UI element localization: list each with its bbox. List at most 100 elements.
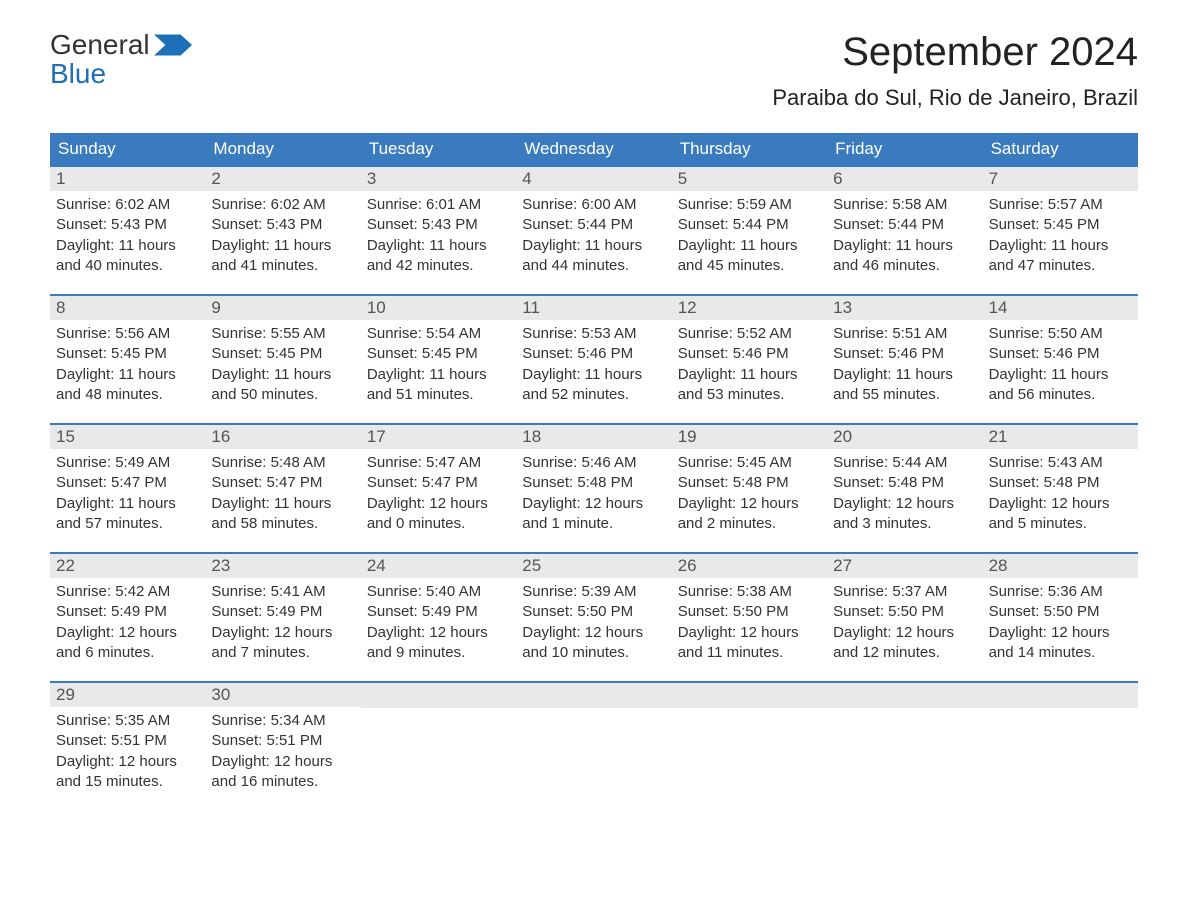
day-cell: 5Sunrise: 5:59 AMSunset: 5:44 PMDaylight… bbox=[672, 165, 827, 276]
daylight-line-2: and 0 minutes. bbox=[367, 514, 510, 534]
daylight-line-2: and 56 minutes. bbox=[989, 385, 1132, 405]
daylight-line-1: Daylight: 11 hours bbox=[833, 236, 976, 256]
daylight-line-1: Daylight: 12 hours bbox=[989, 623, 1132, 643]
empty-day-cell bbox=[827, 681, 982, 792]
day-body: Sunrise: 5:44 AMSunset: 5:48 PMDaylight:… bbox=[827, 449, 982, 534]
day-cell: 22Sunrise: 5:42 AMSunset: 5:49 PMDayligh… bbox=[50, 552, 205, 663]
day-body: Sunrise: 5:56 AMSunset: 5:45 PMDaylight:… bbox=[50, 320, 205, 405]
daylight-line-1: Daylight: 12 hours bbox=[367, 494, 510, 514]
daylight-line-1: Daylight: 12 hours bbox=[678, 623, 821, 643]
sunset-text: Sunset: 5:45 PM bbox=[367, 344, 510, 364]
logo: General Blue bbox=[50, 30, 192, 89]
calendar: SundayMondayTuesdayWednesdayThursdayFrid… bbox=[50, 133, 1138, 792]
daylight-line-1: Daylight: 11 hours bbox=[989, 365, 1132, 385]
day-number: 3 bbox=[361, 167, 516, 191]
month-title: September 2024 bbox=[772, 30, 1138, 75]
daylight-line-2: and 46 minutes. bbox=[833, 256, 976, 276]
day-body: Sunrise: 6:02 AMSunset: 5:43 PMDaylight:… bbox=[50, 191, 205, 276]
day-cell: 10Sunrise: 5:54 AMSunset: 5:45 PMDayligh… bbox=[361, 294, 516, 405]
day-body: Sunrise: 5:41 AMSunset: 5:49 PMDaylight:… bbox=[205, 578, 360, 663]
sunrise-text: Sunrise: 5:44 AM bbox=[833, 453, 976, 473]
daylight-line-2: and 50 minutes. bbox=[211, 385, 354, 405]
sunrise-text: Sunrise: 5:47 AM bbox=[367, 453, 510, 473]
day-number-empty bbox=[672, 683, 827, 708]
day-body: Sunrise: 5:49 AMSunset: 5:47 PMDaylight:… bbox=[50, 449, 205, 534]
day-body: Sunrise: 5:40 AMSunset: 5:49 PMDaylight:… bbox=[361, 578, 516, 663]
day-number: 27 bbox=[827, 554, 982, 578]
day-cell: 6Sunrise: 5:58 AMSunset: 5:44 PMDaylight… bbox=[827, 165, 982, 276]
day-body: Sunrise: 5:37 AMSunset: 5:50 PMDaylight:… bbox=[827, 578, 982, 663]
sunset-text: Sunset: 5:46 PM bbox=[678, 344, 821, 364]
daylight-line-1: Daylight: 11 hours bbox=[211, 365, 354, 385]
daylight-line-1: Daylight: 11 hours bbox=[678, 236, 821, 256]
daylight-line-1: Daylight: 11 hours bbox=[522, 236, 665, 256]
weekday-cell: Wednesday bbox=[516, 133, 671, 165]
day-cell: 13Sunrise: 5:51 AMSunset: 5:46 PMDayligh… bbox=[827, 294, 982, 405]
day-number: 15 bbox=[50, 425, 205, 449]
day-number: 18 bbox=[516, 425, 671, 449]
day-number: 11 bbox=[516, 296, 671, 320]
day-number: 7 bbox=[983, 167, 1138, 191]
sunrise-text: Sunrise: 6:02 AM bbox=[211, 195, 354, 215]
day-cell: 9Sunrise: 5:55 AMSunset: 5:45 PMDaylight… bbox=[205, 294, 360, 405]
day-number: 6 bbox=[827, 167, 982, 191]
weeks-container: 1Sunrise: 6:02 AMSunset: 5:43 PMDaylight… bbox=[50, 165, 1138, 792]
sunrise-text: Sunrise: 5:58 AM bbox=[833, 195, 976, 215]
sunset-text: Sunset: 5:49 PM bbox=[367, 602, 510, 622]
logo-flag-icon bbox=[154, 34, 192, 56]
weekday-cell: Tuesday bbox=[361, 133, 516, 165]
daylight-line-2: and 1 minute. bbox=[522, 514, 665, 534]
weekday-cell: Sunday bbox=[50, 133, 205, 165]
sunset-text: Sunset: 5:44 PM bbox=[678, 215, 821, 235]
day-cell: 21Sunrise: 5:43 AMSunset: 5:48 PMDayligh… bbox=[983, 423, 1138, 534]
day-cell: 11Sunrise: 5:53 AMSunset: 5:46 PMDayligh… bbox=[516, 294, 671, 405]
daylight-line-2: and 9 minutes. bbox=[367, 643, 510, 663]
day-number: 8 bbox=[50, 296, 205, 320]
sunset-text: Sunset: 5:48 PM bbox=[833, 473, 976, 493]
daylight-line-1: Daylight: 11 hours bbox=[367, 236, 510, 256]
sunrise-text: Sunrise: 5:51 AM bbox=[833, 324, 976, 344]
sunset-text: Sunset: 5:45 PM bbox=[211, 344, 354, 364]
day-body: Sunrise: 5:54 AMSunset: 5:45 PMDaylight:… bbox=[361, 320, 516, 405]
daylight-line-2: and 57 minutes. bbox=[56, 514, 199, 534]
day-cell: 8Sunrise: 5:56 AMSunset: 5:45 PMDaylight… bbox=[50, 294, 205, 405]
day-body: Sunrise: 5:50 AMSunset: 5:46 PMDaylight:… bbox=[983, 320, 1138, 405]
day-body: Sunrise: 6:02 AMSunset: 5:43 PMDaylight:… bbox=[205, 191, 360, 276]
day-number: 1 bbox=[50, 167, 205, 191]
day-cell: 16Sunrise: 5:48 AMSunset: 5:47 PMDayligh… bbox=[205, 423, 360, 534]
day-cell: 26Sunrise: 5:38 AMSunset: 5:50 PMDayligh… bbox=[672, 552, 827, 663]
sunrise-text: Sunrise: 5:43 AM bbox=[989, 453, 1132, 473]
day-cell: 7Sunrise: 5:57 AMSunset: 5:45 PMDaylight… bbox=[983, 165, 1138, 276]
day-cell: 27Sunrise: 5:37 AMSunset: 5:50 PMDayligh… bbox=[827, 552, 982, 663]
day-cell: 20Sunrise: 5:44 AMSunset: 5:48 PMDayligh… bbox=[827, 423, 982, 534]
sunset-text: Sunset: 5:47 PM bbox=[211, 473, 354, 493]
sunrise-text: Sunrise: 6:02 AM bbox=[56, 195, 199, 215]
daylight-line-1: Daylight: 11 hours bbox=[56, 494, 199, 514]
day-number: 12 bbox=[672, 296, 827, 320]
sunset-text: Sunset: 5:44 PM bbox=[833, 215, 976, 235]
day-body: Sunrise: 5:58 AMSunset: 5:44 PMDaylight:… bbox=[827, 191, 982, 276]
day-cell: 19Sunrise: 5:45 AMSunset: 5:48 PMDayligh… bbox=[672, 423, 827, 534]
sunrise-text: Sunrise: 5:41 AM bbox=[211, 582, 354, 602]
empty-day-cell bbox=[516, 681, 671, 792]
logo-word-1: General bbox=[50, 30, 150, 59]
day-body: Sunrise: 5:48 AMSunset: 5:47 PMDaylight:… bbox=[205, 449, 360, 534]
sunset-text: Sunset: 5:50 PM bbox=[678, 602, 821, 622]
daylight-line-1: Daylight: 12 hours bbox=[56, 623, 199, 643]
day-number: 26 bbox=[672, 554, 827, 578]
day-number: 9 bbox=[205, 296, 360, 320]
day-number: 22 bbox=[50, 554, 205, 578]
week-row: 1Sunrise: 6:02 AMSunset: 5:43 PMDaylight… bbox=[50, 165, 1138, 276]
daylight-line-2: and 52 minutes. bbox=[522, 385, 665, 405]
daylight-line-2: and 40 minutes. bbox=[56, 256, 199, 276]
week-row: 8Sunrise: 5:56 AMSunset: 5:45 PMDaylight… bbox=[50, 294, 1138, 405]
daylight-line-1: Daylight: 11 hours bbox=[56, 365, 199, 385]
day-number: 4 bbox=[516, 167, 671, 191]
sunrise-text: Sunrise: 5:56 AM bbox=[56, 324, 199, 344]
day-cell: 30Sunrise: 5:34 AMSunset: 5:51 PMDayligh… bbox=[205, 681, 360, 792]
daylight-line-2: and 12 minutes. bbox=[833, 643, 976, 663]
weekday-cell: Friday bbox=[827, 133, 982, 165]
daylight-line-1: Daylight: 11 hours bbox=[678, 365, 821, 385]
daylight-line-1: Daylight: 11 hours bbox=[989, 236, 1132, 256]
day-number: 16 bbox=[205, 425, 360, 449]
